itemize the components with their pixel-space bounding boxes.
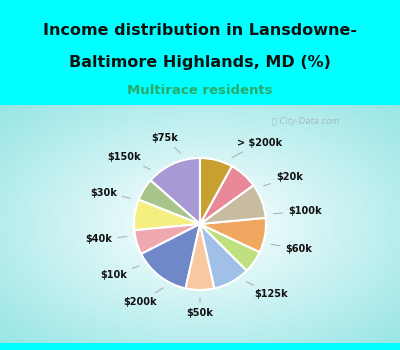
- Text: $75k: $75k: [151, 133, 180, 153]
- Text: $150k: $150k: [108, 152, 150, 169]
- Text: Income distribution in Lansdowne-: Income distribution in Lansdowne-: [43, 23, 357, 38]
- Text: > $200k: > $200k: [232, 138, 282, 158]
- Wedge shape: [200, 218, 266, 252]
- Text: Baltimore Highlands, MD (%): Baltimore Highlands, MD (%): [69, 55, 331, 70]
- Wedge shape: [200, 185, 266, 224]
- Text: $30k: $30k: [90, 188, 131, 198]
- Text: $60k: $60k: [271, 244, 312, 254]
- Wedge shape: [200, 166, 253, 224]
- Wedge shape: [200, 158, 232, 224]
- Text: $10k: $10k: [100, 266, 139, 280]
- Text: $50k: $50k: [186, 298, 214, 318]
- Text: $40k: $40k: [85, 234, 127, 244]
- Wedge shape: [150, 158, 200, 224]
- Text: ⓘ City-Data.com: ⓘ City-Data.com: [272, 117, 339, 126]
- Wedge shape: [186, 224, 214, 290]
- Wedge shape: [200, 224, 260, 271]
- Wedge shape: [200, 224, 247, 288]
- Text: $100k: $100k: [273, 206, 322, 216]
- Text: Multirace residents: Multirace residents: [127, 84, 273, 97]
- Text: $125k: $125k: [246, 282, 288, 299]
- Wedge shape: [134, 224, 200, 254]
- Wedge shape: [134, 200, 200, 230]
- Wedge shape: [139, 180, 200, 224]
- Text: $200k: $200k: [124, 288, 163, 307]
- Text: $20k: $20k: [264, 173, 303, 186]
- Wedge shape: [141, 224, 200, 288]
